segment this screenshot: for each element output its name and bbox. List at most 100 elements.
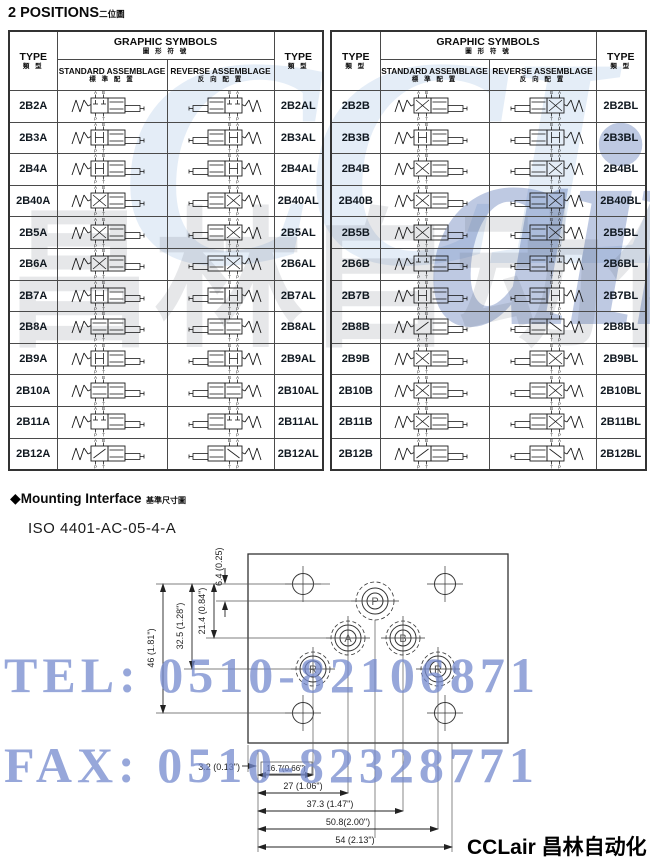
standard-assemblage-header: STANDARD ASSEMBLAGE 標 準 配 置: [379, 59, 490, 91]
svg-text:T: T: [550, 117, 553, 122]
svg-text:B: B: [102, 312, 105, 316]
svg-text:T: T: [228, 338, 231, 343]
svg-text:T: T: [425, 148, 428, 153]
type-cell-standard: 2B8B: [330, 311, 381, 344]
svg-text:T: T: [550, 212, 553, 217]
svg-text:B: B: [550, 407, 553, 411]
type-cell-standard: 2B5A: [8, 216, 58, 249]
svg-text:A: A: [417, 407, 420, 411]
svg-text:P: P: [94, 433, 97, 438]
svg-text:P: P: [236, 306, 239, 311]
svg-text:T: T: [102, 243, 105, 248]
page-title: 2 POSITIONS二位圖: [8, 4, 125, 22]
svg-text:A: A: [94, 312, 97, 316]
svg-text:B: B: [425, 344, 428, 348]
svg-text:P: P: [417, 370, 420, 375]
table-row: 2B8A A B P T A B P T 2B8AL: [8, 311, 324, 344]
svg-text:A: A: [236, 123, 239, 127]
svg-text:P: P: [94, 243, 97, 248]
valve-symbol-standard: A B P T: [394, 186, 467, 217]
type-cell-reverse: 2B3AL: [273, 121, 324, 155]
valve-symbol-standard: A B P T: [394, 344, 467, 375]
valve-symbol-reverse: A B PT: [188, 91, 261, 121]
svg-text:B: B: [550, 344, 553, 348]
svg-text:A: A: [558, 407, 561, 411]
svg-text:T: T: [425, 306, 428, 311]
table-row: 2B11A A B P T A B P T 2B11AL: [8, 405, 324, 439]
svg-text:B: B: [102, 154, 105, 158]
svg-text:P: P: [236, 401, 239, 406]
svg-text:B: B: [550, 154, 553, 158]
svg-text:P: P: [94, 338, 97, 343]
svg-text:T: T: [102, 433, 105, 438]
symbols-table-right: TYPE 類 型 GRAPHIC SYMBOLS 圖 形 符 號 TYPE 類 …: [330, 30, 648, 472]
table-row: 2B2A A B P T A B P T 2B2AL: [8, 90, 324, 123]
svg-text:A: A: [417, 344, 420, 348]
table-row: 2B4B A B P T A B P T 2B4BL: [330, 153, 647, 186]
svg-text:P: P: [94, 180, 97, 185]
type-cell-reverse: 2B5BL: [595, 216, 647, 249]
type-cell-reverse: 2B12BL: [595, 437, 647, 471]
table-row: 2B6B A B P T A B P T 2B6BL: [330, 247, 647, 281]
svg-text:B: B: [228, 344, 231, 348]
svg-text:B: B: [228, 281, 231, 285]
svg-text:P: P: [558, 338, 561, 343]
type-cell-standard: 2B3B: [330, 121, 381, 155]
table-row: 2B2B A B P T A B P T 2B2BL: [330, 90, 647, 123]
svg-text:A: A: [236, 312, 239, 316]
valve-symbol-standard: A B P T: [394, 281, 467, 311]
type-cell-reverse: 2B8BL: [595, 311, 647, 344]
valve-symbol-reverse: A B PT: [188, 344, 261, 374]
svg-text:T: T: [228, 180, 231, 185]
type-cell-standard: 2B2B: [330, 90, 381, 123]
svg-text:A: A: [236, 407, 239, 411]
reverse-assemblage-header: REVERSE ASSEMBLAGE 反 向 配 置: [166, 59, 275, 91]
svg-text:B: B: [550, 123, 553, 127]
svg-text:A: A: [236, 376, 239, 380]
type-cell-reverse: 2B10BL: [595, 374, 647, 407]
svg-text:T: T: [102, 117, 105, 122]
svg-text:B: B: [425, 312, 428, 316]
type-cell-standard: 2B9B: [330, 342, 381, 376]
type-cell-reverse: 2B5AL: [273, 216, 324, 249]
svg-text:T: T: [425, 212, 428, 217]
svg-text:B: B: [550, 186, 553, 190]
svg-text:T: T: [550, 275, 553, 280]
type-cell-standard: 2B11A: [8, 405, 58, 439]
svg-text:B: B: [228, 376, 231, 380]
svg-text:37.3 (1.47"): 37.3 (1.47"): [307, 799, 354, 809]
svg-text:A: A: [94, 344, 97, 348]
bolt-holes: [285, 566, 463, 731]
svg-text:A: A: [94, 281, 97, 285]
valve-symbol-reverse: A B PT: [510, 312, 583, 343]
svg-text:T: T: [425, 117, 428, 122]
port-letters: P A B R R: [309, 596, 442, 676]
svg-text:T: T: [228, 275, 231, 280]
svg-text:B: B: [425, 376, 428, 380]
valve-symbol-standard: A B P T: [71, 91, 145, 122]
svg-text:T: T: [228, 243, 231, 248]
table-row: 2B7B A B P T A B P T 2B7BL: [330, 279, 647, 313]
type-cell-reverse: 2B9AL: [273, 342, 324, 376]
reverse-assemblage-header: REVERSE ASSEMBLAGE 反 向 配 置: [488, 59, 597, 91]
valve-symbol-reverse: A B PT: [510, 91, 583, 122]
svg-text:B: B: [425, 249, 428, 253]
type-cell-reverse: 2B3BL: [595, 121, 647, 155]
dimension-lines: [160, 568, 453, 850]
table-row: 2B7A A B P T A B P T 2B7AL: [8, 279, 324, 313]
svg-text:T: T: [228, 401, 231, 406]
svg-text:A: A: [558, 344, 561, 348]
